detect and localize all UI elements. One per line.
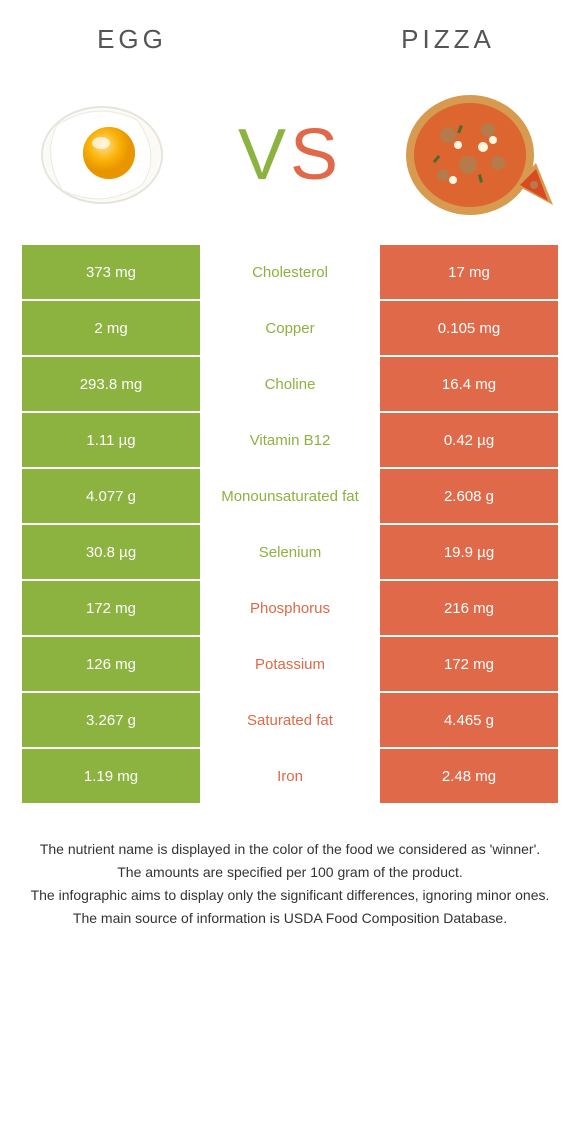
nutrient-name-cell: Choline bbox=[202, 357, 378, 411]
table-row: 3.267 gSaturated fat4.465 g bbox=[22, 693, 558, 747]
left-value-cell: 1.19 mg bbox=[22, 749, 200, 803]
nutrient-name-cell: Vitamin B12 bbox=[202, 413, 378, 467]
title-right: PIZZA bbox=[358, 24, 538, 55]
nutrient-name-cell: Cholesterol bbox=[202, 245, 378, 299]
right-value-cell: 0.42 µg bbox=[380, 413, 558, 467]
table-row: 1.11 µgVitamin B120.42 µg bbox=[22, 413, 558, 467]
right-value-cell: 0.105 mg bbox=[380, 301, 558, 355]
nutrient-name-cell: Iron bbox=[202, 749, 378, 803]
right-value-cell: 16.4 mg bbox=[380, 357, 558, 411]
nutrient-name-cell: Selenium bbox=[202, 525, 378, 579]
footer-line: The infographic aims to display only the… bbox=[30, 885, 550, 906]
left-value-cell: 373 mg bbox=[22, 245, 200, 299]
left-value-cell: 293.8 mg bbox=[22, 357, 200, 411]
vs-label: VS bbox=[238, 114, 342, 196]
right-value-cell: 2.608 g bbox=[380, 469, 558, 523]
footer-text: The nutrient name is displayed in the co… bbox=[22, 839, 558, 929]
table-row: 4.077 gMonounsaturated fat2.608 g bbox=[22, 469, 558, 523]
nutrient-name-cell: Potassium bbox=[202, 637, 378, 691]
right-value-cell: 4.465 g bbox=[380, 693, 558, 747]
nutrient-name-cell: Saturated fat bbox=[202, 693, 378, 747]
pizza-illustration bbox=[398, 85, 558, 225]
table-row: 126 mgPotassium172 mg bbox=[22, 637, 558, 691]
footer-line: The main source of information is USDA F… bbox=[30, 908, 550, 929]
nutrient-name-cell: Phosphorus bbox=[202, 581, 378, 635]
header-row: EGG PIZZA bbox=[22, 24, 558, 55]
right-value-cell: 216 mg bbox=[380, 581, 558, 635]
left-value-cell: 1.11 µg bbox=[22, 413, 200, 467]
footer-line: The nutrient name is displayed in the co… bbox=[30, 839, 550, 860]
right-value-cell: 2.48 mg bbox=[380, 749, 558, 803]
right-value-cell: 19.9 µg bbox=[380, 525, 558, 579]
egg-illustration bbox=[22, 85, 182, 225]
nutrient-name-cell: Monounsaturated fat bbox=[202, 469, 378, 523]
left-value-cell: 4.077 g bbox=[22, 469, 200, 523]
table-row: 30.8 µgSelenium19.9 µg bbox=[22, 525, 558, 579]
right-value-cell: 172 mg bbox=[380, 637, 558, 691]
vs-s-letter: S bbox=[290, 115, 342, 195]
footer-line: The amounts are specified per 100 gram o… bbox=[30, 862, 550, 883]
title-left: EGG bbox=[42, 24, 222, 55]
nutrient-name-cell: Copper bbox=[202, 301, 378, 355]
table-row: 1.19 mgIron2.48 mg bbox=[22, 749, 558, 803]
images-row: VS bbox=[22, 85, 558, 225]
left-value-cell: 2 mg bbox=[22, 301, 200, 355]
table-row: 2 mgCopper0.105 mg bbox=[22, 301, 558, 355]
left-value-cell: 126 mg bbox=[22, 637, 200, 691]
left-value-cell: 30.8 µg bbox=[22, 525, 200, 579]
nutrient-table: 373 mgCholesterol17 mg2 mgCopper0.105 mg… bbox=[22, 245, 558, 803]
right-value-cell: 17 mg bbox=[380, 245, 558, 299]
table-row: 373 mgCholesterol17 mg bbox=[22, 245, 558, 299]
left-value-cell: 3.267 g bbox=[22, 693, 200, 747]
table-row: 293.8 mgCholine16.4 mg bbox=[22, 357, 558, 411]
left-value-cell: 172 mg bbox=[22, 581, 200, 635]
vs-v-letter: V bbox=[238, 115, 290, 195]
table-row: 172 mgPhosphorus216 mg bbox=[22, 581, 558, 635]
